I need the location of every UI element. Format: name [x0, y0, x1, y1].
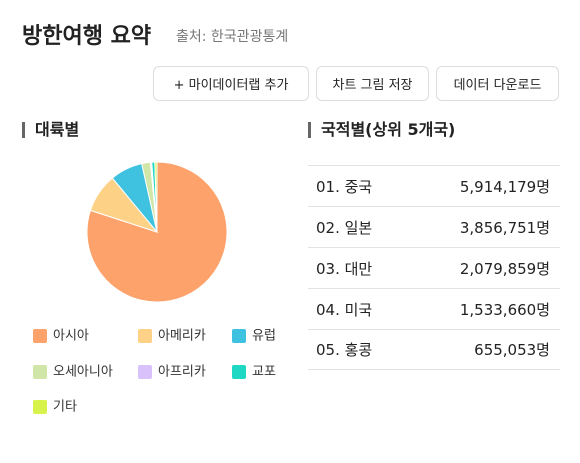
legend-label: 오세아니아 — [53, 365, 113, 380]
country: 02. 일본 — [316, 218, 373, 237]
visitor-count: 655,053명 — [474, 341, 550, 359]
page-title: 방한여행 요약 — [22, 24, 152, 49]
table-row: 04. 미국 1,533,660명 — [308, 288, 560, 329]
save-chart-button[interactable]: 차트 그림 저장 — [316, 66, 429, 101]
country: 03. 대만 — [316, 259, 373, 278]
visitor-count: 1,533,660명 — [459, 300, 550, 319]
legend-swatch — [138, 365, 152, 379]
table-row: 01. 중국 5,914,179명 — [308, 165, 560, 206]
table-row: 05. 홍콩 655,053명 — [308, 329, 560, 370]
legend-swatch — [138, 329, 152, 343]
legend-swatch — [33, 365, 47, 379]
legend-swatch — [33, 329, 47, 343]
visitor-count: 2,079,859명 — [459, 259, 550, 278]
visitor-count: 3,856,751명 — [459, 218, 550, 237]
source: 출처: 한국관광통계 — [176, 29, 289, 45]
download-button[interactable]: 데이터 다운로드 — [436, 66, 559, 101]
table-row: 03. 대만 2,079,859명 — [308, 247, 560, 288]
visitor-count: 5,914,179명 — [459, 177, 550, 196]
section-title: 국적별(상위 5개국) — [308, 122, 455, 138]
legend-label: 아시아 — [53, 329, 89, 344]
legend-label: 아프리카 — [158, 365, 206, 380]
table-row: 02. 일본 3,856,751명 — [308, 206, 560, 247]
legend-swatch — [33, 400, 47, 414]
section-title: 대륙별 — [22, 122, 79, 138]
legend-swatch — [232, 365, 246, 379]
legend-label: 유럽 — [252, 329, 276, 344]
country: 04. 미국 — [316, 300, 373, 319]
legend-label: 교포 — [252, 365, 276, 380]
pie-slice — [154, 161, 158, 233]
legend-label: 아메리카 — [158, 329, 206, 344]
legend-swatch — [232, 329, 246, 343]
legend-label: 기타 — [53, 400, 77, 415]
country: 01. 중국 — [316, 177, 373, 196]
country: 05. 홍콩 — [316, 341, 373, 359]
add-button[interactable]: + 마이데이터랩 추가 — [153, 66, 309, 101]
